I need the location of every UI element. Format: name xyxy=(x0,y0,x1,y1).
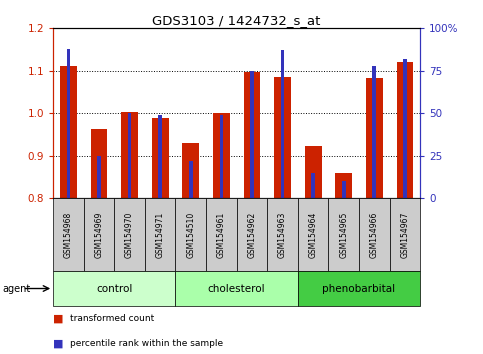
Bar xyxy=(342,181,345,198)
Bar xyxy=(97,156,101,198)
Bar xyxy=(206,198,237,271)
Bar xyxy=(91,130,107,198)
Bar xyxy=(158,115,162,198)
Text: GSM154965: GSM154965 xyxy=(339,211,348,258)
Bar xyxy=(403,59,407,198)
Text: GSM154964: GSM154964 xyxy=(309,211,318,258)
Bar xyxy=(298,271,420,306)
Text: ■: ■ xyxy=(53,314,64,324)
Bar xyxy=(145,198,175,271)
Bar xyxy=(397,62,413,198)
Text: cholesterol: cholesterol xyxy=(208,284,266,293)
Text: GSM154966: GSM154966 xyxy=(370,211,379,258)
Text: GSM154963: GSM154963 xyxy=(278,211,287,258)
Text: GSM154970: GSM154970 xyxy=(125,211,134,258)
Text: GSM154967: GSM154967 xyxy=(400,211,410,258)
Bar xyxy=(60,66,77,198)
Bar xyxy=(175,198,206,271)
Bar xyxy=(298,198,328,271)
Text: GSM154968: GSM154968 xyxy=(64,211,73,258)
Bar xyxy=(372,66,376,198)
Text: control: control xyxy=(96,284,132,293)
Bar xyxy=(128,113,131,198)
Bar xyxy=(213,113,230,198)
Bar xyxy=(220,115,223,198)
Bar xyxy=(281,50,284,198)
Bar xyxy=(366,79,383,198)
Bar xyxy=(84,198,114,271)
Text: GSM154962: GSM154962 xyxy=(247,211,256,258)
Bar xyxy=(390,198,420,271)
Bar xyxy=(274,77,291,198)
Text: transformed count: transformed count xyxy=(70,314,154,323)
Title: GDS3103 / 1424732_s_at: GDS3103 / 1424732_s_at xyxy=(153,14,321,27)
Bar xyxy=(267,198,298,271)
Bar xyxy=(312,173,315,198)
Bar xyxy=(237,198,267,271)
Bar xyxy=(243,72,260,198)
Bar xyxy=(53,271,175,306)
Text: GSM154971: GSM154971 xyxy=(156,211,165,258)
Text: GSM154510: GSM154510 xyxy=(186,211,195,258)
Text: agent: agent xyxy=(2,284,30,293)
Bar xyxy=(250,71,254,198)
Text: ■: ■ xyxy=(53,338,64,348)
Bar xyxy=(53,198,84,271)
Bar xyxy=(335,173,352,198)
Bar xyxy=(175,271,298,306)
Text: GSM154969: GSM154969 xyxy=(95,211,103,258)
Text: GSM154961: GSM154961 xyxy=(217,211,226,258)
Bar xyxy=(121,113,138,198)
Bar xyxy=(67,49,70,198)
Bar xyxy=(359,198,390,271)
Text: percentile rank within the sample: percentile rank within the sample xyxy=(70,339,223,348)
Bar xyxy=(328,198,359,271)
Text: phenobarbital: phenobarbital xyxy=(323,284,396,293)
Bar xyxy=(114,198,145,271)
Bar xyxy=(183,143,199,198)
Bar xyxy=(189,161,193,198)
Bar xyxy=(305,147,322,198)
Bar xyxy=(152,118,169,198)
